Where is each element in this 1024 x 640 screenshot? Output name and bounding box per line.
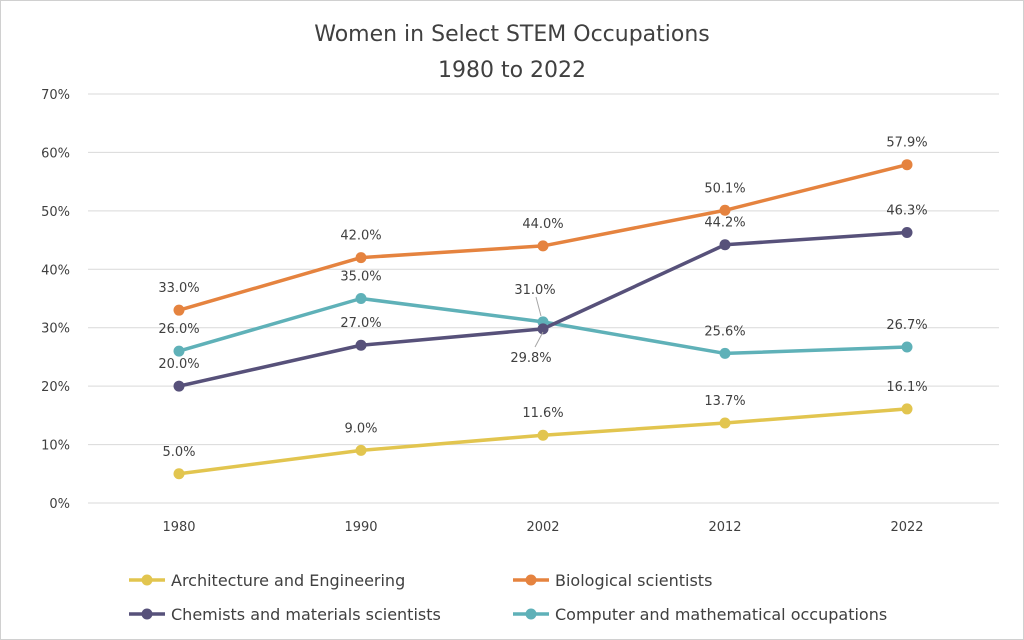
- legend: Architecture and Engineering Biological s…: [129, 571, 887, 624]
- data-label: 16.1%: [886, 380, 927, 395]
- data-label: 25.6%: [704, 324, 745, 339]
- x-axis-ticks: 1980 1990 2002 2012 2022: [162, 520, 923, 535]
- gridlines: [88, 93, 999, 504]
- series-lines: [173, 159, 913, 480]
- data-label: 31.0%: [514, 283, 555, 298]
- data-label: 29.8%: [510, 351, 551, 366]
- series-0-point-4: [901, 403, 913, 415]
- data-label: 9.0%: [344, 421, 377, 436]
- series-0-point-3: [719, 417, 731, 429]
- legend-marker-3: [525, 608, 537, 620]
- leader-line-chemists-2002: [534, 331, 544, 348]
- y-tick-label: 0%: [49, 497, 70, 512]
- series-1-point-3: [719, 204, 731, 216]
- data-label: 20.0%: [158, 357, 199, 372]
- series-2-point-3: [719, 239, 731, 251]
- data-label: 26.7%: [886, 318, 927, 333]
- series-3-point-1: [355, 293, 367, 304]
- series-2-point-4: [901, 226, 913, 238]
- series-1-point-2: [537, 240, 549, 252]
- data-label: 11.6%: [522, 406, 563, 421]
- legend-label: Biological scientists: [555, 571, 712, 590]
- series-3-point-4: [901, 341, 913, 353]
- legend-marker-0: [141, 574, 153, 586]
- y-tick-label: 50%: [41, 205, 70, 220]
- data-label: 50.1%: [704, 181, 745, 196]
- series-1-point-0: [173, 304, 185, 316]
- series-2-point-2: [537, 323, 549, 335]
- data-labels: 5.0% 9.0% 11.6% 13.7% 16.1% 33.0% 42.0% 44.0% 50…: [158, 136, 927, 460]
- series-0-point-1: [355, 444, 367, 456]
- legend-label: Computer and mathematical occupations: [555, 605, 887, 624]
- data-label: 5.0%: [162, 445, 195, 460]
- x-tick-label: 2012: [708, 520, 741, 535]
- data-label: 13.7%: [704, 394, 745, 409]
- legend-label: Chemists and materials scientists: [171, 605, 441, 624]
- data-label: 42.0%: [340, 229, 381, 244]
- series-1-point-4: [901, 159, 913, 171]
- y-tick-label: 60%: [41, 146, 70, 161]
- x-tick-label: 1990: [344, 520, 377, 535]
- series-2-point-0: [173, 380, 185, 392]
- x-tick-label: 1980: [162, 520, 195, 535]
- series-3-point-0: [173, 345, 185, 357]
- legend-label: Architecture and Engineering: [171, 571, 405, 590]
- series-0-point-0: [173, 468, 185, 480]
- leader-line-computer-2002: [535, 296, 542, 317]
- x-tick-label: 2022: [890, 520, 923, 535]
- y-tick-label: 70%: [41, 88, 70, 103]
- data-label: 35.0%: [340, 270, 381, 285]
- legend-marker-2: [141, 608, 153, 620]
- y-tick-label: 10%: [41, 439, 70, 454]
- y-axis-ticks: 0% 10% 20% 30% 40% 50% 60% 70%: [41, 88, 70, 512]
- data-label: 27.0%: [340, 316, 381, 331]
- series-0-point-2: [537, 429, 549, 441]
- series-3-point-3: [719, 347, 731, 359]
- legend-marker-1: [525, 574, 537, 586]
- series-2-point-1: [355, 339, 367, 351]
- chart-title-line-1: Women in Select STEM Occupations: [314, 22, 710, 47]
- chart-title-line-2: 1980 to 2022: [438, 58, 586, 83]
- data-label: 26.0%: [158, 322, 199, 337]
- data-label: 33.0%: [158, 281, 199, 296]
- y-tick-label: 40%: [41, 263, 70, 278]
- data-label: 44.0%: [522, 217, 563, 232]
- y-tick-label: 30%: [41, 322, 70, 337]
- y-tick-label: 20%: [41, 380, 70, 395]
- data-label: 46.3%: [886, 203, 927, 218]
- data-label: 57.9%: [886, 136, 927, 151]
- series-1-point-1: [355, 252, 367, 264]
- x-tick-label: 2002: [526, 520, 559, 535]
- data-label: 44.2%: [704, 216, 745, 231]
